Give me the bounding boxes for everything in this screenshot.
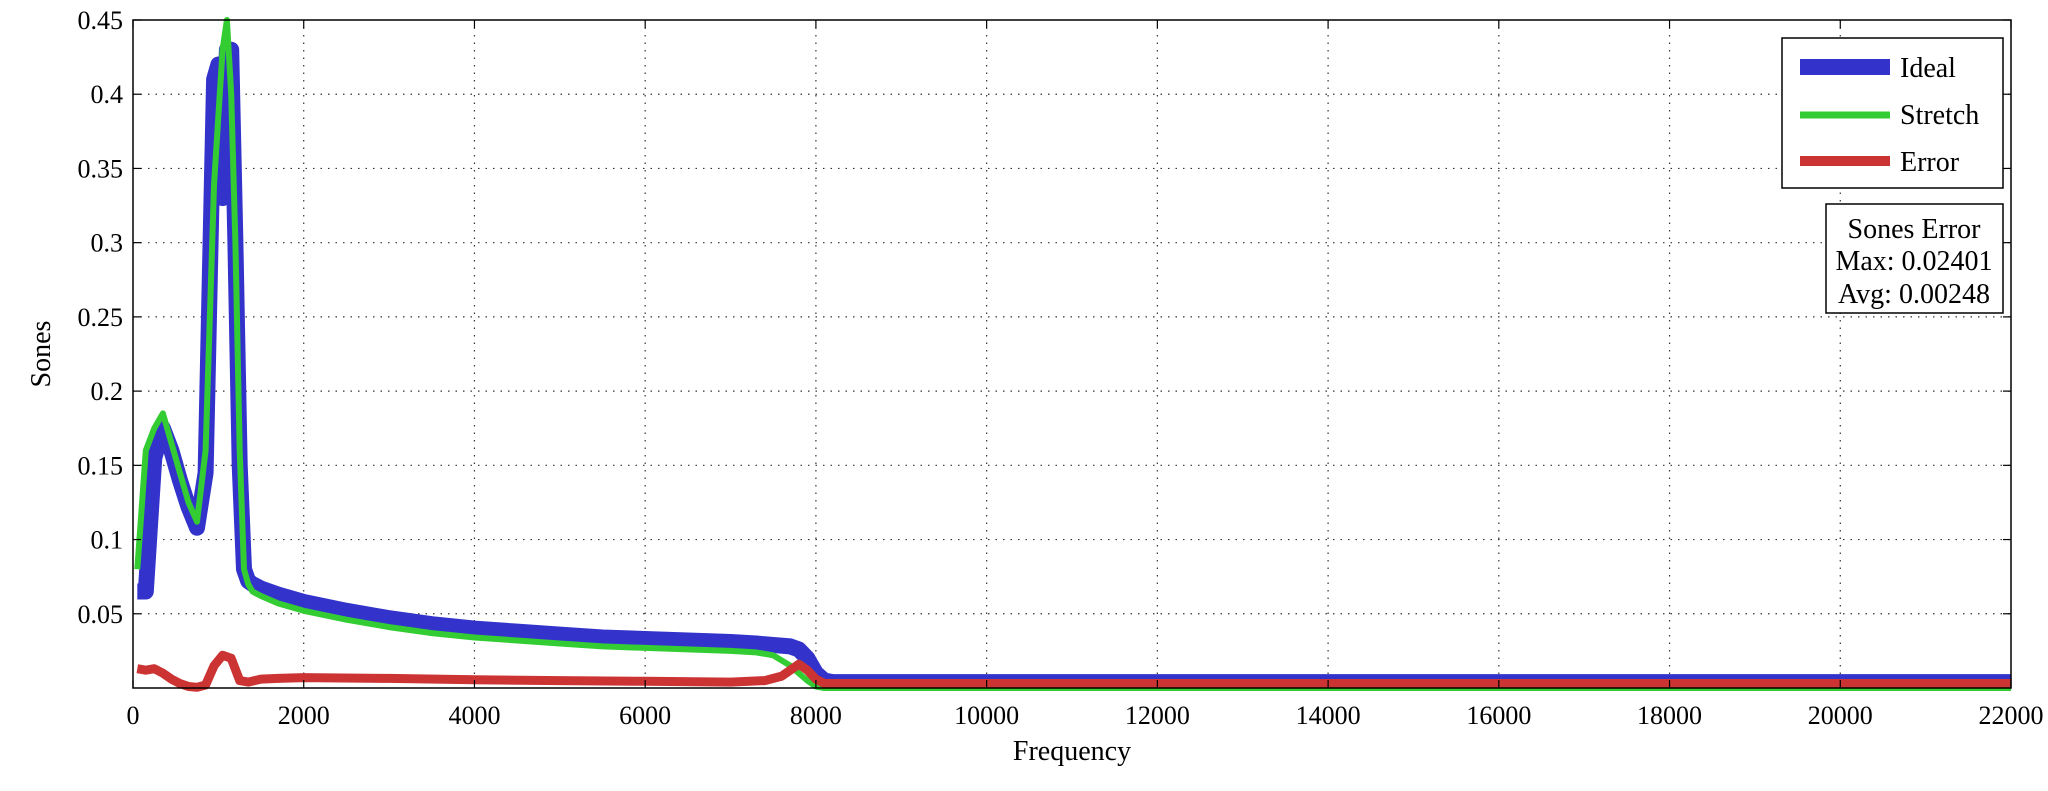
x-tick-label: 2000 xyxy=(278,701,330,730)
y-tick-label: 0.3 xyxy=(91,229,124,258)
x-tick-label: 4000 xyxy=(448,701,500,730)
y-tick-label: 0.35 xyxy=(78,154,124,183)
x-axis-label: Frequency xyxy=(1013,736,1131,767)
x-tick-label: 14000 xyxy=(1296,701,1361,730)
y-tick-labels: 0.05 0.1 0.15 0.2 0.25 0.3 0.35 0.4 0.45 xyxy=(78,6,124,629)
y-tick-label: 0.25 xyxy=(78,303,124,332)
x-tick-label: 6000 xyxy=(619,701,671,730)
plot-frame xyxy=(132,19,2012,689)
x-tick-label: 12000 xyxy=(1125,701,1190,730)
x-tick-label: 22000 xyxy=(1979,701,2044,730)
series-line-error xyxy=(136,650,2011,692)
x-tick-label: 20000 xyxy=(1808,701,1873,730)
x-tick-labels: 0 2000 4000 6000 8000 10000 12000 14000 16000 180… xyxy=(127,701,2044,730)
grid xyxy=(133,20,2011,688)
y-tick-label: 0.15 xyxy=(78,451,124,480)
y-tick-label: 0.05 xyxy=(78,600,124,629)
plot-background xyxy=(133,20,2011,688)
y-axis-label: Sones xyxy=(26,321,57,388)
x-tick-label: 18000 xyxy=(1637,701,1702,730)
legend-label-error: Error xyxy=(1900,147,1960,178)
stats-box: Sones Error Max: 0.02401 Avg: 0.00248 xyxy=(1825,203,2004,314)
y-tick-label: 0.4 xyxy=(91,80,124,109)
x-tick-label: 16000 xyxy=(1466,701,1531,730)
stats-max: Max: 0.02401 xyxy=(1835,246,1992,277)
stats-title: Sones Error xyxy=(1848,214,1982,245)
stats-avg: Avg: 0.00248 xyxy=(1838,279,1990,310)
y-tick-label: 0.45 xyxy=(78,6,124,35)
y-tick-label: 0.1 xyxy=(91,526,124,555)
legend-label-stretch: Stretch xyxy=(1900,100,1979,131)
stats-box-frame xyxy=(1825,203,2004,314)
legend-label-ideal: Ideal xyxy=(1900,53,1956,84)
legend: Ideal Stretch Error xyxy=(1781,37,2004,189)
tick-marks xyxy=(132,19,2012,688)
y-tick-label: 0.2 xyxy=(91,377,124,406)
x-tick-label: 0 xyxy=(127,701,140,730)
x-tick-label: 8000 xyxy=(790,701,842,730)
x-tick-label: 10000 xyxy=(954,701,1019,730)
